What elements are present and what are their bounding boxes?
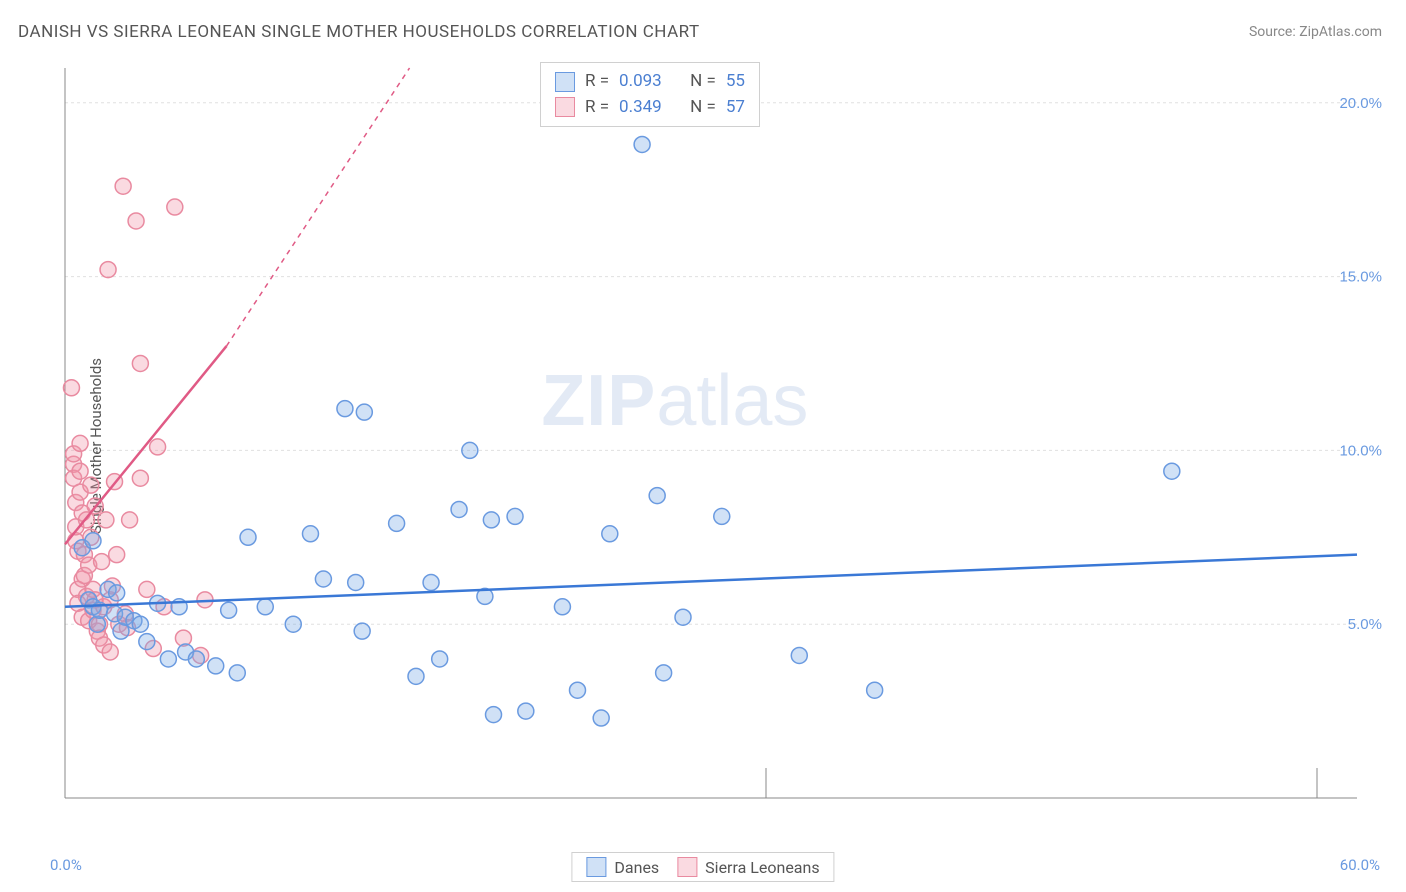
- legend-label: Danes: [614, 858, 659, 877]
- scatter-plot: 5.0% 10.0% 15.0% 20.0%: [55, 58, 1387, 828]
- svg-text:5.0%: 5.0%: [1348, 616, 1382, 633]
- stats-swatch-sierra-leoneans: [555, 97, 575, 117]
- chart-title: DANISH VS SIERRA LEONEAN SINGLE MOTHER H…: [18, 22, 700, 42]
- stats-row: R = 0.349 N = 57: [555, 95, 745, 121]
- chart-container: DANISH VS SIERRA LEONEAN SINGLE MOTHER H…: [0, 0, 1406, 892]
- legend: Danes Sierra Leoneans: [571, 852, 834, 882]
- legend-swatch-danes: [586, 857, 606, 877]
- svg-text:10.0%: 10.0%: [1339, 442, 1382, 459]
- legend-label: Sierra Leoneans: [705, 858, 819, 877]
- svg-text:20.0%: 20.0%: [1339, 95, 1382, 112]
- legend-item-danes: Danes: [586, 857, 659, 877]
- stats-box: R = 0.093 N = 55 R = 0.349 N = 57: [540, 62, 760, 127]
- legend-item-sierra-leoneans: Sierra Leoneans: [677, 857, 819, 877]
- x-tick-label: 0.0%: [50, 856, 82, 874]
- svg-text:15.0%: 15.0%: [1339, 269, 1382, 286]
- x-tick-label: 60.0%: [1340, 856, 1380, 874]
- stats-swatch-danes: [555, 72, 575, 92]
- chart-source: Source: ZipAtlas.com: [1249, 24, 1382, 40]
- legend-swatch-sierra-leoneans: [677, 857, 697, 877]
- stats-row: R = 0.093 N = 55: [555, 69, 745, 95]
